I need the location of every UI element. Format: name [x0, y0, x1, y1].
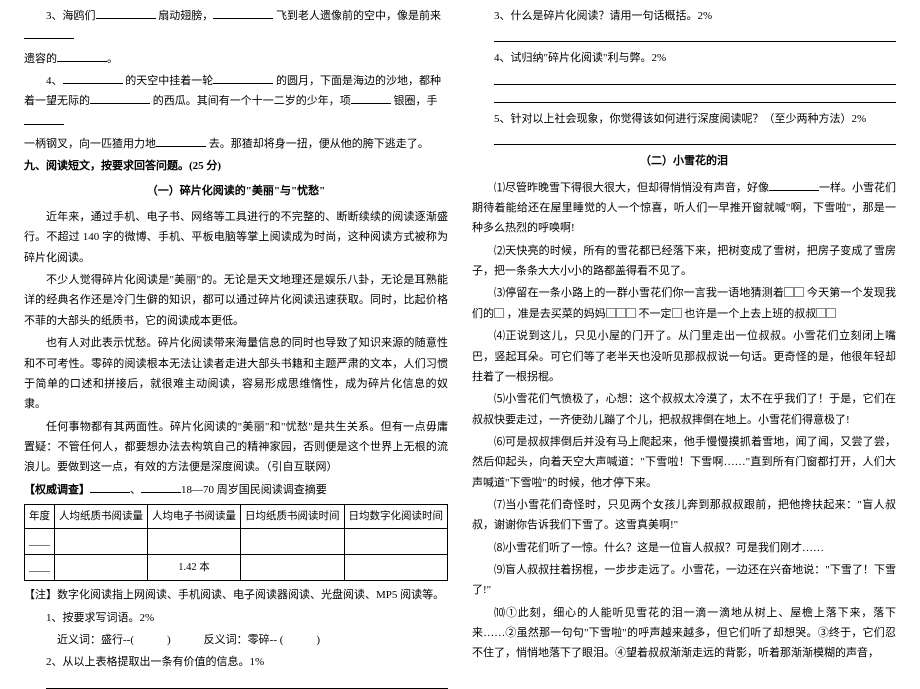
q1: 1、按要求写词语。2% — [24, 608, 448, 628]
table-header-row: 年度 人均纸质书阅读量 人均电子书阅读量 日均纸质书阅读时间 日均数字化阅读时间 — [25, 504, 448, 528]
p2: 不少人觉得碎片化阅读是"美丽"的。无论是天文地理还是娱乐八卦，无论是耳熟能详的经… — [24, 270, 448, 331]
q4r: 4、试归纳"碎片化阅读"利与弊。2% — [472, 48, 896, 68]
rp8: ⑻小雪花们听了一惊。什么？这是一位盲人叔叔？可是我们刚才…… — [472, 538, 896, 558]
t: 3、海鸥们 — [46, 10, 96, 22]
th-paper: 人均纸质书阅读量 — [55, 504, 148, 528]
box-icon — [672, 308, 682, 318]
rp4: ⑷正说到这儿，只见小屋的门开了。从门里走出一位叔叔。小雪花们立刻闭上嘴巴，竖起耳… — [472, 326, 896, 387]
blank — [90, 480, 130, 492]
q3-line: 3、海鸥们 扇动翅膀， 飞到老人遗像前的空中，像是前来 — [24, 6, 448, 47]
q1-sub: 近义词：盛行--( ) 反义词：零碎-- ( ) — [24, 630, 448, 650]
answer-line — [46, 677, 448, 689]
blank — [96, 7, 156, 19]
right-column: 3、什么是碎片化阅读？请用一句话概括。2% 4、试归纳"碎片化阅读"利与弊。2%… — [460, 0, 920, 650]
blank — [156, 135, 206, 147]
p1: 近年来，通过手机、电子书、网络等工具进行的不完整的、断断续续的阅读逐渐盛行。不超… — [24, 207, 448, 268]
rp3: ⑶停留在一条小路上的一群小雪花们你一言我一语地猜测着 今天第一个发现我们的 ，准… — [472, 283, 896, 324]
survey-lead: 【权威调查】 、 18—70 周岁国民阅读调查摘要 — [24, 480, 448, 500]
cell — [241, 529, 345, 555]
box-icon — [784, 287, 794, 297]
blank — [90, 92, 150, 104]
box-icon — [826, 308, 836, 318]
t: ⑶停留在一条小路上的一群小雪花们你一言我一语地猜测着 — [494, 287, 784, 299]
rp7: ⑺当小雪花们奇怪时，只见两个女孩儿奔到那叔叔跟前，把他搀扶起来："盲人叔叔，谢谢… — [472, 495, 896, 536]
blank — [63, 72, 123, 84]
th-paper-time: 日均纸质书阅读时间 — [241, 504, 345, 528]
q4-line: 4、 的天空中挂着一轮 的圆月，下面是海边的沙地，都种着一望无际的 的西瓜。其间… — [24, 71, 448, 132]
rp9: ⑼盲人叔叔拄着拐棍，一步步走远了。小雪花，一边还在兴奋地说："下雪了！下雪了!" — [472, 560, 896, 601]
table-row: ____ 1.42 本 — [25, 555, 448, 581]
t: 的天空中挂着一轮 — [125, 75, 213, 87]
t: 、 — [130, 484, 141, 496]
rp5: ⑸小雪花们气愤极了，心想：这个叔叔太冷漠了，太不在乎我们了！于是，它们在叔叔快要… — [472, 389, 896, 430]
table-row: ____ — [25, 529, 448, 555]
t: 一柄钢叉，向一匹猹用力地 — [24, 138, 156, 150]
section-9-heading: 九、阅读短文，按要求回答问题。(25 分) — [24, 156, 448, 176]
answer-line — [494, 73, 896, 85]
blank — [213, 72, 273, 84]
cell — [344, 529, 448, 555]
t: 。 — [107, 53, 118, 65]
box-icon — [616, 308, 626, 318]
th-year: 年度 — [25, 504, 55, 528]
blank — [769, 179, 819, 191]
box-icon — [626, 308, 636, 318]
p3: 也有人对此表示忧愁。碎片化阅读带来海量信息的同时也导致了知识来源的随意性和不可考… — [24, 333, 448, 414]
t: 18—70 周岁国民阅读调查摘要 — [181, 484, 327, 496]
cell — [344, 555, 448, 581]
blank — [351, 92, 391, 104]
t: ⑴尽管昨晚雪下得很大很大，但却得悄悄没有声音，好像 — [494, 182, 769, 194]
q3r: 3、什么是碎片化阅读？请用一句话概括。2% — [472, 6, 896, 26]
left-column: 3、海鸥们 扇动翅膀， 飞到老人遗像前的空中，像是前来 遗容的 。 4、 的天空中… — [0, 0, 460, 650]
q5r: 5、针对以上社会现象，你觉得该如何进行深度阅读呢？（至少两种方法）2% — [472, 109, 896, 129]
q2: 2、从以上表格提取出一条有价值的信息。1% — [24, 652, 448, 672]
cell — [241, 555, 345, 581]
t: 去。那猹却将身一扭，便从他的胯下逃走了。 — [209, 138, 429, 150]
cell: 1.42 本 — [148, 555, 241, 581]
rp2: ⑵天快亮的时候，所有的雪花都已经落下来，把树变成了雪树，把房子变成了雪房子，把一… — [472, 241, 896, 282]
th-digital-time: 日均数字化阅读时间 — [344, 504, 448, 528]
t: 不一定 — [639, 308, 672, 320]
q4-line2: 一柄钢叉，向一匹猹用力地 去。那猹却将身一扭，便从他的胯下逃走了。 — [24, 134, 448, 154]
q3-line2: 遗容的 。 — [24, 49, 448, 69]
cell — [55, 529, 148, 555]
passage1-title: （一）碎片化阅读的"美丽"与"忧愁" — [24, 181, 448, 201]
t: 扇动翅膀， — [158, 10, 213, 22]
blank — [141, 480, 181, 492]
cell: ____ — [25, 555, 55, 581]
cell — [148, 529, 241, 555]
box-icon — [794, 287, 804, 297]
p4: 任何事物都有其两面性。碎片化阅读的"美丽"和"忧愁"是共生关系。但有一点毋庸置疑… — [24, 417, 448, 478]
th-ebook: 人均电子书阅读量 — [148, 504, 241, 528]
answer-line — [494, 30, 896, 42]
blank — [213, 7, 273, 19]
cell: ____ — [25, 529, 55, 555]
answer-line — [494, 91, 896, 103]
box-icon — [494, 308, 504, 318]
passage2-title: （二）小雪花的泪 — [472, 151, 896, 171]
t: 的西瓜。其间有一个十一二岁的少年，项 — [153, 95, 351, 107]
box-icon — [816, 308, 826, 318]
rp6: ⑹可是叔叔摔倒后并没有马上爬起来，他手慢慢摸抓着雪地，闻了闻，又尝了尝，然后仰起… — [472, 432, 896, 493]
answer-line — [494, 133, 896, 145]
rp10: ⑽①此刻，细心的人能听见雪花的泪一滴一滴地从树上、屋檐上落下来，落下来……②虽然… — [472, 603, 896, 664]
t: 也许是一个上去上班的叔叔 — [684, 308, 816, 320]
t: 4、 — [46, 75, 63, 87]
cell — [55, 555, 148, 581]
blank — [24, 27, 74, 39]
box-icon — [606, 308, 616, 318]
note: 【注】数字化阅读指上网阅读、手机阅读、电子阅读器阅读、光盘阅读、MP5 阅读等。 — [24, 585, 448, 605]
t: ，准是去买菜的妈妈 — [507, 308, 606, 320]
survey-table: 年度 人均纸质书阅读量 人均电子书阅读量 日均纸质书阅读时间 日均数字化阅读时间… — [24, 504, 448, 581]
rp1: ⑴尽管昨晚雪下得很大很大，但却得悄悄没有声音，好像一样。小雪花们期待着能给还在屋… — [472, 178, 896, 239]
t: 飞到老人遗像前的空中，像是前来 — [276, 10, 441, 22]
t: 遗容的 — [24, 53, 57, 65]
t: 银圈，手 — [394, 95, 438, 107]
blank — [57, 50, 107, 62]
blank — [24, 113, 64, 125]
t: 【权威调查】 — [24, 484, 90, 496]
